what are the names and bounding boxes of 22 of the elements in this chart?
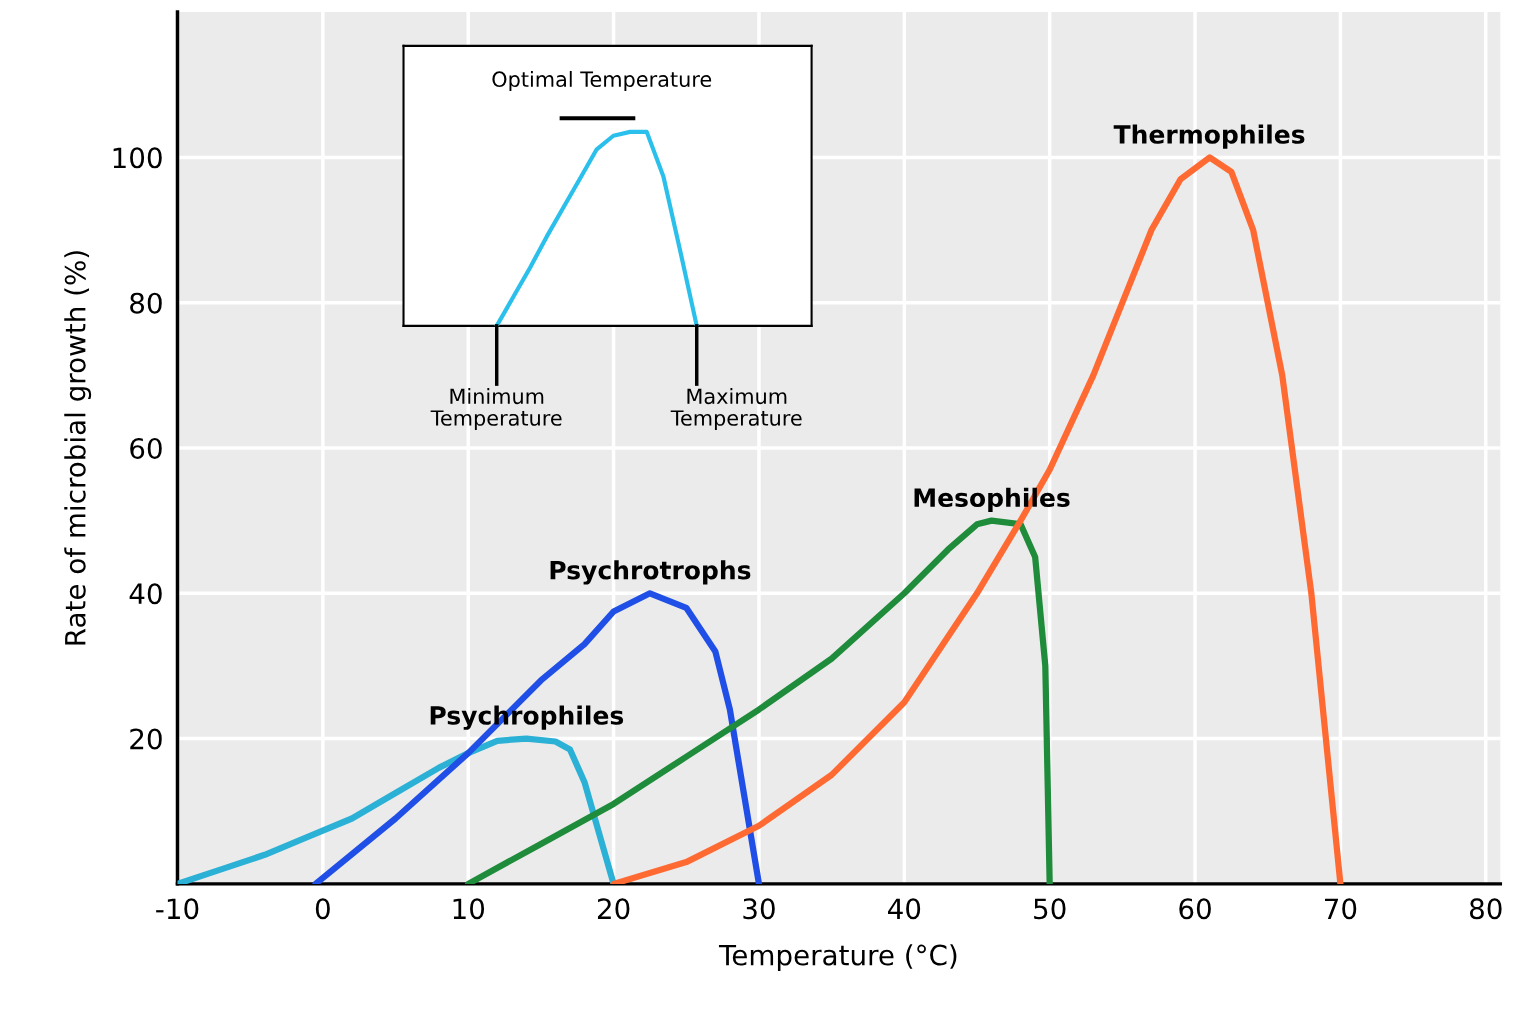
y-tick-label: 100 <box>113 147 162 169</box>
y-tick-label: 40 <box>129 583 162 605</box>
x-tick-label: 20 <box>597 898 630 920</box>
x-tick-label: 80 <box>1469 898 1502 920</box>
series-label: Psychrotrophs <box>550 560 751 585</box>
y-tick-label: 60 <box>130 437 162 459</box>
x-tick-label: 60 <box>1179 898 1211 920</box>
x-tick-label: 30 <box>743 898 775 920</box>
x-tick-label: 0 <box>315 898 330 920</box>
x-axis-title: Temperature (°C) <box>718 944 957 971</box>
y-tick-label: 80 <box>130 292 162 314</box>
x-tick-label: 70 <box>1325 898 1357 920</box>
x-tick-label: 10 <box>453 898 485 920</box>
x-tick-label: 40 <box>888 898 921 920</box>
x-tick-label: 50 <box>1034 898 1066 920</box>
annotation: Minimum Temperature <box>430 388 562 430</box>
series-label: Thermophiles <box>1113 124 1305 149</box>
y-tick-label: 20 <box>130 728 162 750</box>
annotation: Optimal Temperature <box>492 70 712 92</box>
y-axis-title: Rate of microbial growth (%) <box>64 251 92 645</box>
annotation: Maximum Temperature <box>670 388 802 430</box>
x-tick-label: -10 <box>156 898 199 920</box>
